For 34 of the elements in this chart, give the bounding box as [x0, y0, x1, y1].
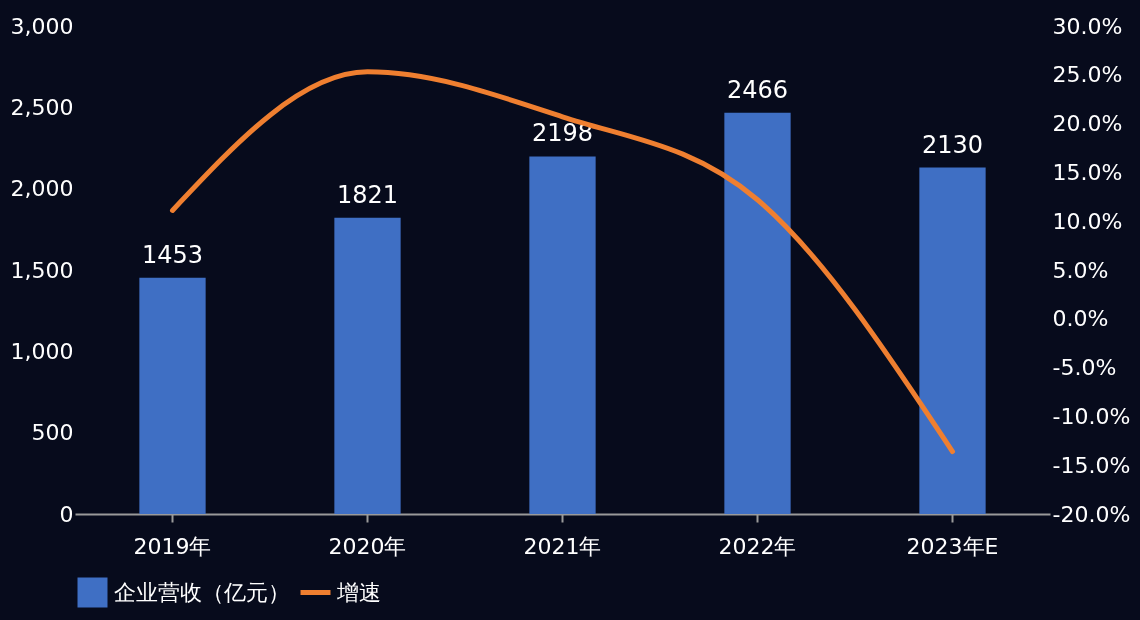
- y2-tick-label: 20.0%: [1052, 111, 1123, 137]
- bar: [529, 156, 596, 514]
- x-tick-label: 2022年: [718, 533, 797, 559]
- bar: [724, 112, 791, 514]
- bar: [919, 167, 986, 514]
- data-label: 2466: [726, 75, 789, 104]
- data-label: 2130: [921, 130, 984, 159]
- y-tick-label: 2,000: [10, 176, 74, 202]
- bar: [139, 277, 206, 514]
- y-tick-label: 3,000: [10, 13, 74, 39]
- legend-label: 企业营收（亿元）: [114, 579, 290, 605]
- y2-tick-label: 15.0%: [1052, 159, 1123, 185]
- data-label: 1453: [141, 240, 204, 269]
- y2-tick-label: -10.0%: [1052, 403, 1131, 429]
- y2-tick-label: 30.0%: [1052, 13, 1123, 39]
- y-tick-label: 1,500: [10, 257, 74, 283]
- data-label: 1821: [336, 180, 399, 209]
- x-tick-label: 2019年: [133, 533, 212, 559]
- y2-tick-label: -15.0%: [1052, 452, 1131, 478]
- y-tick-label: 2,500: [10, 94, 74, 120]
- x-tick-label: 2020年: [328, 533, 407, 559]
- y2-tick-label: -5.0%: [1052, 355, 1117, 381]
- legend-label: 增速: [336, 579, 381, 605]
- y-tick-label: 1,000: [10, 338, 74, 364]
- y2-tick-label: 0.0%: [1052, 306, 1109, 332]
- x-tick-label: 2023年E: [906, 533, 999, 559]
- y-tick-label: 500: [31, 420, 74, 446]
- y2-tick-label: -20.0%: [1052, 501, 1131, 527]
- y2-tick-label: 10.0%: [1052, 208, 1123, 234]
- x-tick-label: 2021年: [523, 533, 602, 559]
- y-tick-label: 0: [59, 501, 74, 527]
- y2-tick-label: 25.0%: [1052, 62, 1123, 88]
- bar: [334, 217, 401, 514]
- y2-tick-label: 5.0%: [1052, 257, 1109, 283]
